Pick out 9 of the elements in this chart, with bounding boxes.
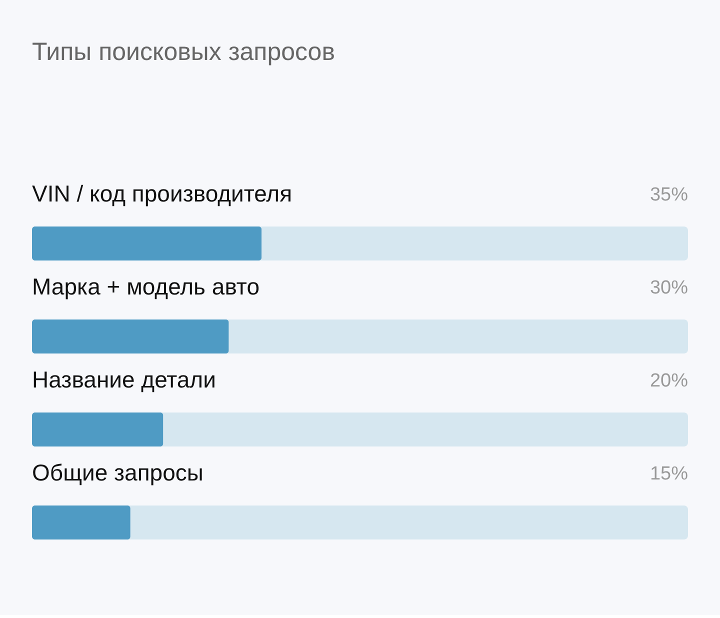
- data-label: 30%: [650, 278, 688, 298]
- data-label: 20%: [650, 370, 688, 392]
- y-tick-label: Марка + модель авто: [32, 274, 260, 300]
- y-tick-label: Название детали: [32, 366, 216, 392]
- chart-title: Типы поисковых запросов: [32, 38, 335, 66]
- y-tick-label: VIN / код производителя: [32, 180, 292, 206]
- y-tick-label: Общие запросы: [32, 460, 204, 486]
- data-label: 35%: [650, 184, 688, 206]
- data-label: 15%: [650, 464, 688, 484]
